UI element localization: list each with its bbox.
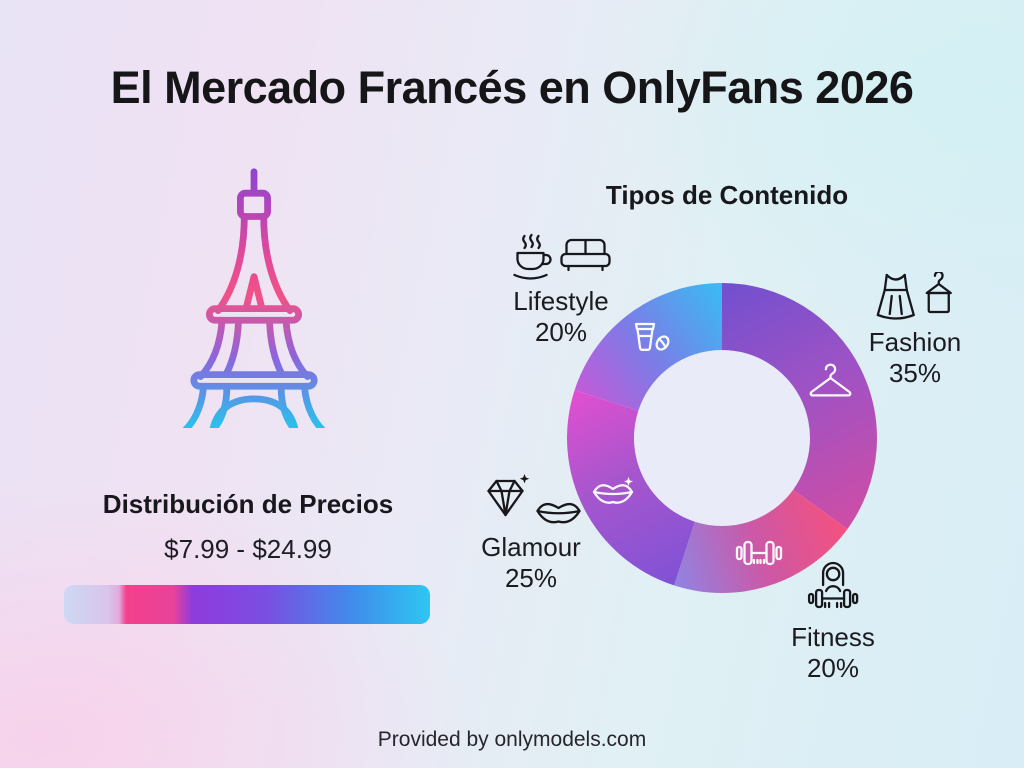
legend-glamour: Glamour 25% [481,473,582,593]
lips-sparkle-icon [592,477,634,504]
page-title: El Mercado Francés en OnlyFans 2026 [110,62,914,113]
pricing-range-value: $7.99 - $24.99 [164,534,332,564]
donut-segment-glamour [567,390,695,586]
diamond-icon [487,474,530,517]
legend-label: Fashion [868,327,962,357]
donut-segment-lifestyle [574,283,722,411]
legend-value: 35% [888,358,942,389]
hanger-icon [809,363,852,397]
donut-segment-fashion [722,283,877,530]
sofa-icon [560,238,611,272]
coffee-cup-bean-icon [634,322,670,351]
donut-hole [634,350,810,526]
donut-segment-fitness [674,489,848,593]
price-gradient-bar [64,585,430,624]
legend-label: Lifestyle [513,286,609,316]
garment-hanger-icon [925,272,952,314]
content-types-donut-chart [567,283,877,593]
chart-title: Tipos de Contenido [605,180,849,210]
legend-lifestyle: Lifestyle 20% [511,233,612,347]
legend-fashion: Fashion 35% [868,272,962,389]
footer-credit: Provided by onlymodels.com [377,728,647,751]
pricing-heading: Distribución de Precios [102,489,394,519]
legend-value: 25% [504,563,558,594]
teacup-icon [513,233,552,280]
legend-label: Fitness [791,622,875,652]
legend-value: 20% [806,653,860,684]
dress-icon [876,273,915,320]
legend-fitness: Fitness 20% [791,557,875,683]
legend-label: Glamour [481,532,581,562]
legend-value: 20% [534,317,588,348]
eiffel-tower-icon [182,168,326,428]
woman-barbell-icon [807,561,859,609]
dumbbell-icon [735,540,783,566]
lips-icon [536,502,581,524]
